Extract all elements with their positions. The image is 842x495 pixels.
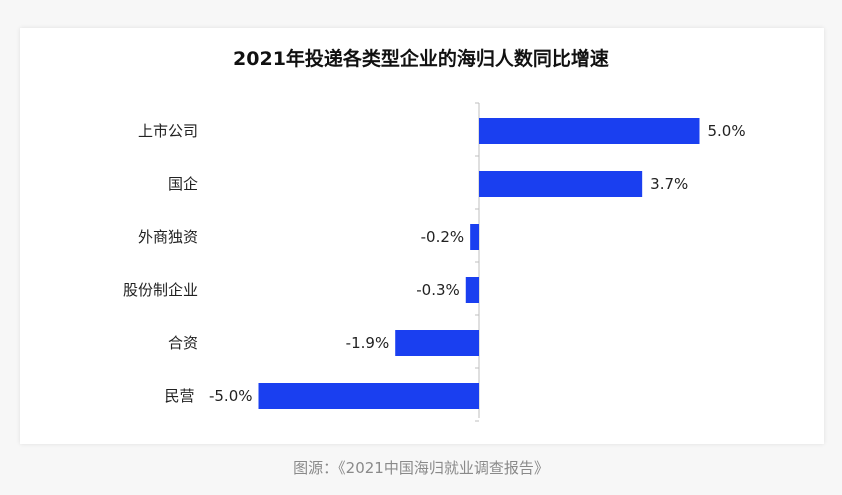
bar (479, 118, 700, 144)
bars-group (258, 118, 700, 409)
category-label: 外商独资 (138, 228, 198, 246)
value-label: -1.9% (346, 334, 390, 352)
bar (395, 330, 479, 356)
value-label: 3.7% (650, 175, 688, 193)
bar (465, 277, 479, 303)
chart-card (20, 28, 824, 444)
value-label: 5.0% (708, 122, 746, 140)
bar (470, 224, 479, 250)
value-label: -0.2% (421, 228, 465, 246)
chart-title: 2021年投递各类型企业的海归人数同比增速 (233, 48, 609, 70)
source-caption: 图源：《2021中国海归就业调查报告》 (293, 459, 549, 477)
category-label: 上市公司 (138, 122, 198, 140)
value-label: -0.3% (416, 281, 460, 299)
category-label: 国企 (168, 175, 198, 193)
bar (258, 383, 479, 409)
category-label: 股份制企业 (123, 281, 198, 299)
category-label: 合资 (168, 334, 198, 352)
value-labels: 5.0% 3.7% -0.2% -0.3% -1.9% -5.0% (209, 122, 746, 405)
bar (479, 171, 643, 197)
axis-ticks (475, 102, 479, 422)
value-label: -5.0% (209, 387, 253, 405)
category-label: 民营 (164, 387, 194, 405)
